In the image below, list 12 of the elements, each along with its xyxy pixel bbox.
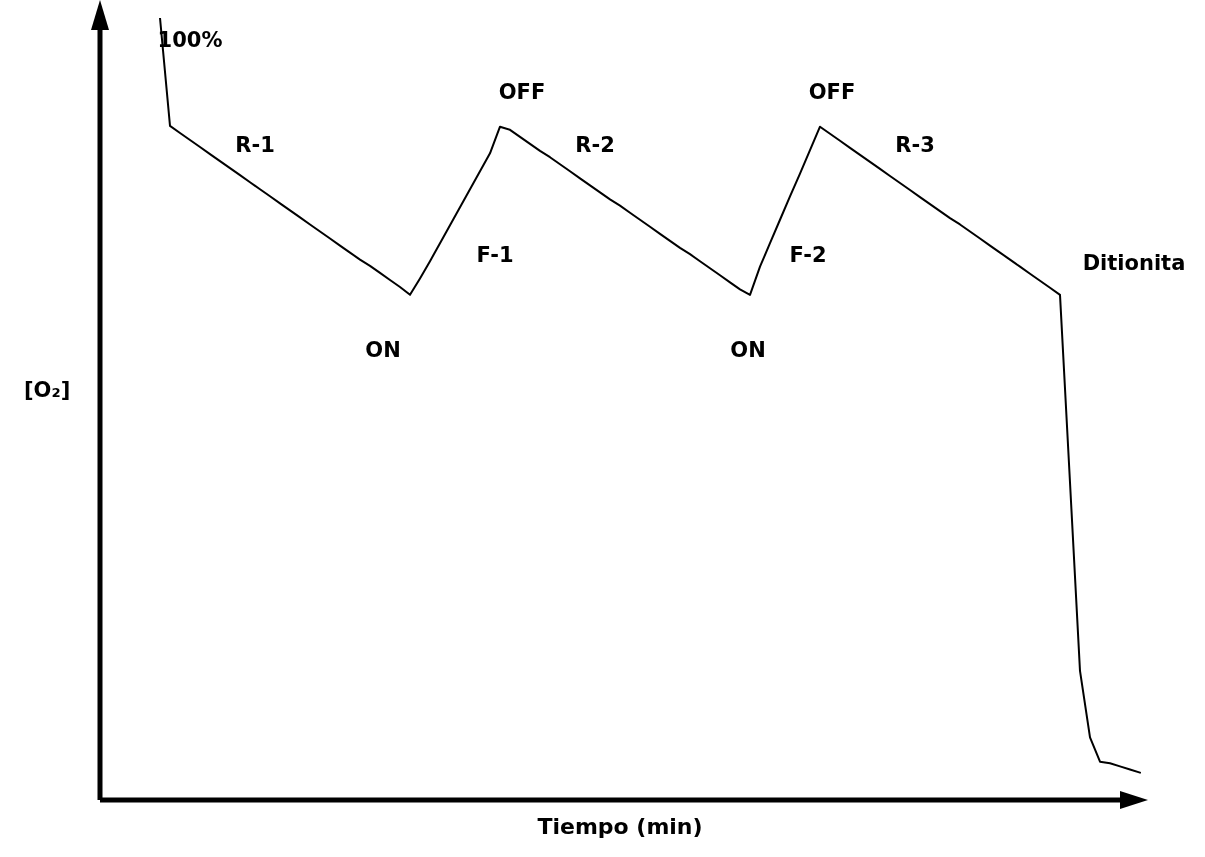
annotation: F-2 [789,243,827,267]
annotation: F-1 [476,243,514,267]
x-axis-title: Tiempo (min) [536,814,704,839]
annotation: ON [730,338,766,362]
annotation: R-2 [575,133,615,157]
y-axis-title: [O₂] [24,378,71,402]
annotation: OFF [498,80,546,104]
annotation: Ditionita [1082,251,1186,275]
annotation: R-1 [235,133,275,157]
annotation: OFF [808,80,856,104]
annotation: ON [365,338,401,362]
annotation: R-3 [895,133,935,157]
